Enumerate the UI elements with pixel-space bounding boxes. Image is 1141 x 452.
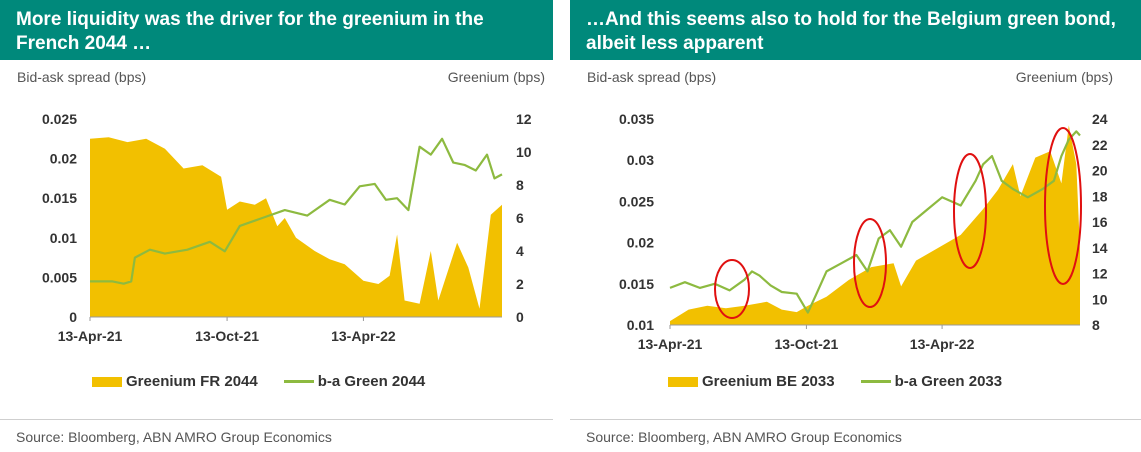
x-axis-tick-label: 13-Oct-21 — [195, 328, 259, 344]
chart-title: More liquidity was the driver for the gr… — [0, 0, 553, 60]
left-axis-tick-label: 0.02 — [50, 151, 77, 167]
legend: Greenium BE 2033 b-a Green 2033 — [668, 373, 1002, 390]
highlight-circle — [1044, 127, 1082, 285]
right-axis-tick-label: 22 — [1092, 137, 1108, 153]
right-axis-tick-label: 18 — [1092, 188, 1108, 204]
right-axis-tick-label: 10 — [1092, 291, 1108, 307]
series-line-ba-green-2033 — [669, 130, 1081, 314]
legend-swatch-area — [668, 376, 698, 387]
right-axis-tick-label: 10 — [516, 144, 532, 160]
x-axis-tick-label: 13-Oct-21 — [775, 336, 839, 352]
right-axis-tick-label: 0 — [516, 309, 524, 325]
chart-panel-right: …And this seems also to hold for the Bel… — [570, 0, 1141, 452]
legend-swatch-area — [92, 376, 122, 387]
left-axis-tick-label: 0.015 — [619, 276, 654, 292]
right-axis-label: Greenium (bps) — [447, 69, 545, 85]
left-axis-tick-label: 0.005 — [42, 269, 77, 285]
right-axis-tick-label: 2 — [516, 276, 524, 292]
legend-swatch-line — [860, 380, 891, 383]
series-line-ba-green-2044 — [90, 137, 503, 285]
highlight-circle — [714, 259, 750, 319]
left-axis-label: Bid-ask spread (bps) — [17, 69, 147, 85]
highlight-circle — [853, 218, 887, 308]
right-axis-label: Greenium (bps) — [1015, 69, 1113, 85]
source-note: Source: Bloomberg, ABN AMRO Group Econom… — [16, 429, 332, 445]
divider — [570, 419, 1141, 420]
right-axis-tick-label: 6 — [516, 210, 524, 226]
x-axis-tick-label: 13-Apr-21 — [58, 328, 123, 344]
x-axis-tick-label: 13-Apr-22 — [910, 336, 975, 352]
right-axis-tick-label: 4 — [516, 243, 524, 259]
left-axis-tick-label: 0.015 — [42, 190, 77, 206]
left-axis-tick-label: 0.035 — [619, 111, 654, 127]
left-axis-tick-label: 0 — [69, 309, 77, 325]
chart-plot-right: 0.01 0.015 0.02 0.025 0.03 0.035 8 10 12 14 16 18 20… — [619, 111, 1108, 352]
right-axis-tick-label: 14 — [1092, 240, 1108, 256]
right-axis-tick-label: 12 — [516, 111, 532, 127]
left-axis-tick-label: 0.025 — [619, 193, 654, 209]
x-axis-tick-label: 13-Apr-22 — [331, 328, 396, 344]
right-axis-tick-label: 24 — [1092, 111, 1108, 127]
legend-item-line: b-a Green 2033 — [860, 373, 1003, 390]
legend-item-area: Greenium BE 2033 — [668, 373, 835, 390]
legend-item-area: Greenium FR 2044 — [92, 373, 258, 390]
right-axis-tick-label: 16 — [1092, 214, 1108, 230]
left-axis-tick-label: 0.03 — [627, 152, 654, 168]
right-axis-tick-label: 8 — [1092, 317, 1100, 333]
right-axis-tick-label: 12 — [1092, 266, 1108, 282]
legend-label-line: b-a Green 2044 — [317, 373, 426, 390]
left-axis-tick-label: 0.01 — [50, 230, 77, 246]
source-note: Source: Bloomberg, ABN AMRO Group Econom… — [586, 429, 902, 445]
legend-swatch-line — [283, 380, 314, 383]
series-area-greenium-fr-2044 — [90, 137, 502, 317]
legend-label-area: Greenium BE 2033 — [702, 373, 835, 390]
series-area-greenium-be-2033 — [670, 125, 1080, 326]
left-axis-label: Bid-ask spread (bps) — [587, 69, 717, 85]
right-axis-tick-label: 8 — [516, 177, 524, 193]
left-axis-tick-label: 0.02 — [627, 235, 654, 251]
chart-plot-left: 0 0.005 0.01 0.015 0.02 0.025 0 2 4 6 8 10 12 13-Apr-… — [42, 111, 532, 344]
legend: Greenium FR 2044 b-a Green 2044 — [92, 373, 425, 390]
right-axis-tick-label: 20 — [1092, 163, 1108, 179]
divider — [0, 419, 553, 420]
chart-panel-left: More liquidity was the driver for the gr… — [0, 0, 553, 452]
left-axis-tick-label: 0.01 — [627, 317, 654, 333]
x-axis-tick-label: 13-Apr-21 — [638, 336, 703, 352]
chart-title: …And this seems also to hold for the Bel… — [570, 0, 1141, 60]
legend-label-area: Greenium FR 2044 — [126, 373, 258, 390]
highlight-circle — [953, 153, 987, 269]
legend-label-line: b-a Green 2033 — [894, 373, 1003, 390]
left-axis-tick-label: 0.025 — [42, 111, 77, 127]
legend-item-line: b-a Green 2044 — [283, 373, 426, 390]
